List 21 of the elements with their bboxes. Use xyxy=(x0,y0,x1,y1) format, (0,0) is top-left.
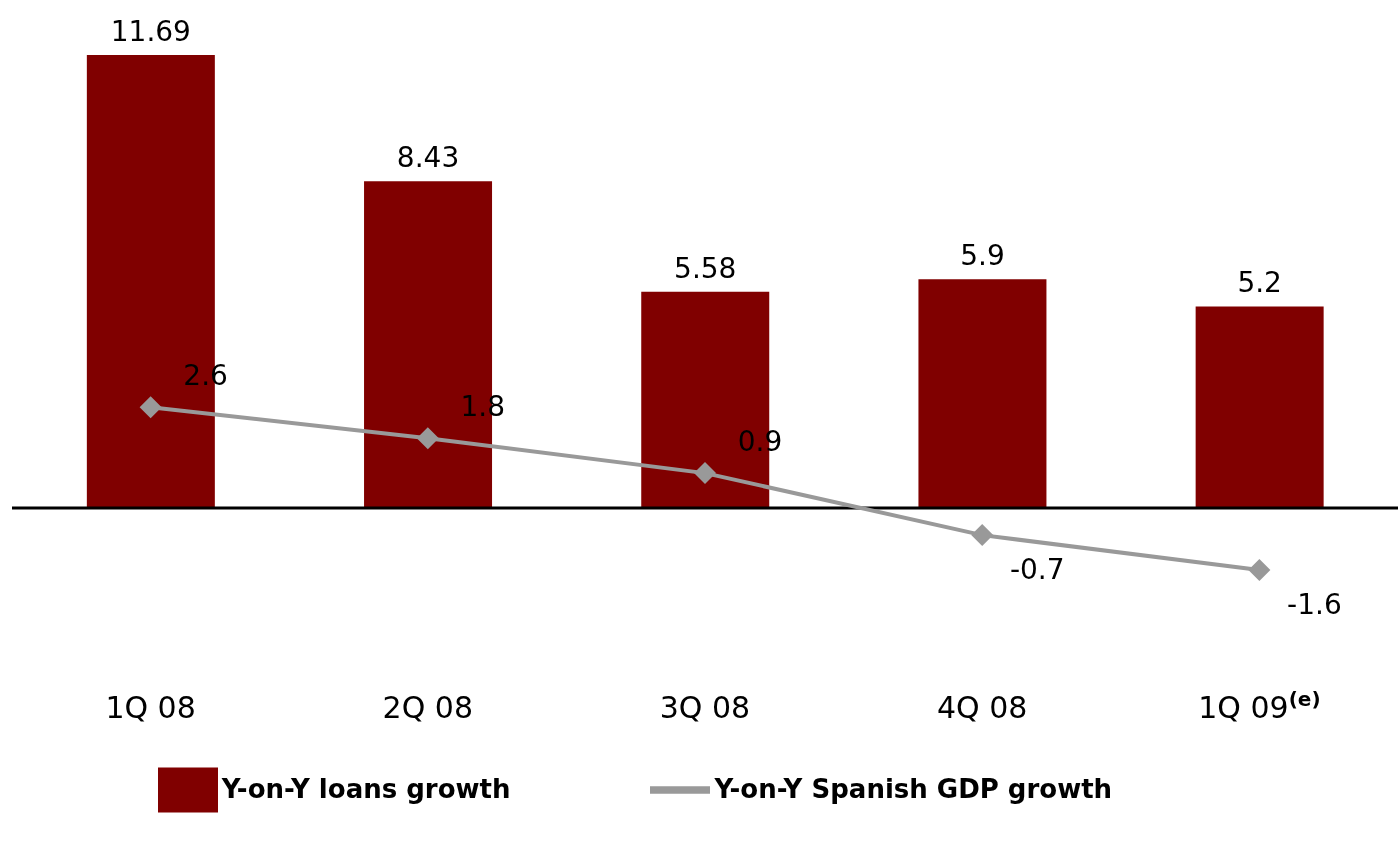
data-label: 11.69 xyxy=(110,15,191,48)
point xyxy=(694,462,716,485)
data-label: 5.9 xyxy=(960,239,1005,273)
legend-label: Y-on-Y loans growth xyxy=(221,773,511,804)
bar xyxy=(918,279,1047,508)
data-label: 5.58 xyxy=(674,251,737,285)
bar xyxy=(1195,306,1324,508)
x-tick-label: 4Q 08 xyxy=(936,690,1028,725)
x-tick-label: 2Q 08 xyxy=(382,690,474,725)
point xyxy=(971,524,994,547)
data-label: 8.43 xyxy=(396,141,460,175)
data-label: -1.6 xyxy=(1287,588,1342,621)
point xyxy=(416,427,439,450)
data-label: 5.2 xyxy=(1237,266,1282,300)
data-label: -0.7 xyxy=(1009,553,1065,587)
point xyxy=(1248,559,1271,581)
point xyxy=(139,396,162,419)
x-tick-label: 1Q 09$^{(e)}$ xyxy=(1198,687,1321,725)
legend-label: Y-on-Y Spanish GDP growth xyxy=(714,773,1113,804)
x-tick-label: 1Q 08 xyxy=(105,690,196,725)
x-tick-label: 3Q 08 xyxy=(659,690,751,725)
